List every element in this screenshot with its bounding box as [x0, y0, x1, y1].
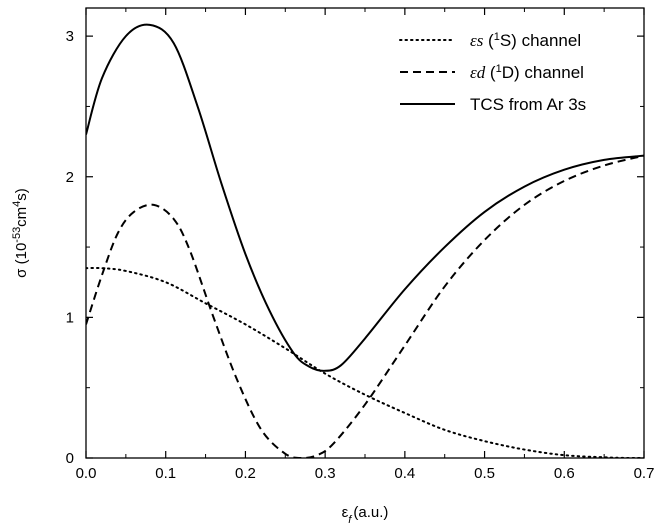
x-axis-title: εf (a.u.) [342, 504, 389, 526]
x-tick-label: 0.0 [76, 465, 97, 482]
y-tick-label: 1 [66, 309, 74, 326]
y-tick-label: 3 [66, 28, 74, 45]
axis-ticks [85, 8, 645, 459]
legend: εs (1S) channel εd (1D) channel TCS from… [399, 31, 586, 114]
x-tick-label: 0.2 [235, 465, 256, 482]
legend-label-ed: εd (1D) channel [470, 63, 584, 82]
x-tick-label: 0.4 [394, 465, 415, 482]
axis-tick-labels: 0.0 0.1 0.2 0.3 0.4 0.5 0.6 0.7 0 1 2 3 [66, 28, 655, 482]
y-tick-label: 2 [66, 169, 74, 186]
x-tick-label: 0.3 [315, 465, 336, 482]
x-tick-label: 0.1 [155, 465, 176, 482]
legend-label-es: εs (1S) channel [470, 31, 581, 50]
x-tick-label: 0.7 [634, 465, 655, 482]
series-tcs-ar3s [86, 23, 644, 372]
series-ed-channel [86, 154, 644, 458]
x-tick-label: 0.5 [474, 465, 495, 482]
series-es-channel [86, 266, 644, 458]
series-layer [86, 23, 644, 458]
legend-label-tcs: TCS from Ar 3s [470, 95, 586, 114]
x-tick-label: 0.6 [554, 465, 575, 482]
y-tick-label: 0 [66, 450, 74, 467]
y-axis-title: σ (10-53cm4s) [11, 188, 30, 278]
